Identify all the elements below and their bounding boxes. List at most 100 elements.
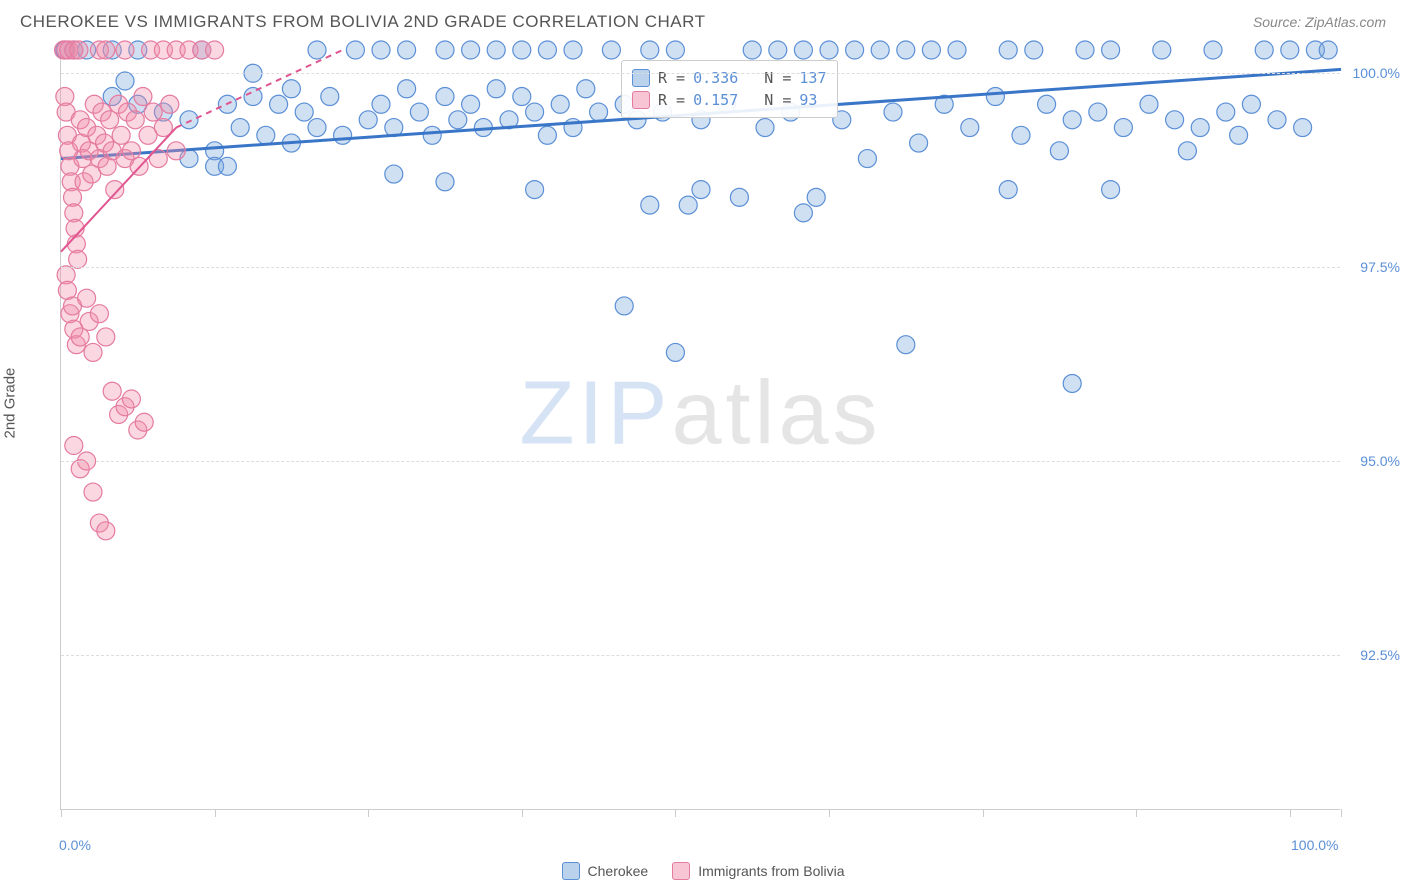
scatter-point	[436, 88, 454, 106]
legend-swatch	[562, 862, 580, 880]
scatter-point	[999, 41, 1017, 59]
scatter-point	[1076, 41, 1094, 59]
scatter-point	[487, 41, 505, 59]
scatter-point	[1025, 41, 1043, 59]
scatter-point	[134, 88, 152, 106]
bottom-legend: Cherokee Immigrants from Bolivia	[0, 862, 1406, 880]
scatter-point	[231, 119, 249, 137]
scatter-point	[986, 88, 1004, 106]
scatter-point	[282, 80, 300, 98]
scatter-point	[436, 41, 454, 59]
scatter-point	[1089, 103, 1107, 121]
scatter-point	[1281, 41, 1299, 59]
scatter-point	[436, 173, 454, 191]
scatter-point	[1063, 111, 1081, 129]
scatter-point	[602, 41, 620, 59]
stats-r-value: 0.157	[693, 91, 738, 109]
scatter-point	[999, 181, 1017, 199]
scatter-point	[65, 437, 83, 455]
stats-row: R = 0.336 N = 137	[632, 67, 827, 89]
legend-item: Immigrants from Bolivia	[672, 862, 844, 880]
scatter-point	[97, 41, 115, 59]
scatter-point	[161, 95, 179, 113]
scatter-point	[257, 126, 275, 144]
scatter-point	[615, 297, 633, 315]
legend-label: Cherokee	[588, 863, 649, 879]
scatter-svg	[61, 50, 1341, 810]
scatter-point	[526, 103, 544, 121]
x-tick	[1290, 809, 1291, 817]
scatter-point	[359, 111, 377, 129]
scatter-point	[794, 204, 812, 222]
scatter-point	[308, 119, 326, 137]
scatter-point	[1255, 41, 1273, 59]
scatter-point	[1230, 126, 1248, 144]
y-axis-label: 2nd Grade	[2, 368, 19, 439]
stats-n-label: N =	[746, 91, 791, 109]
gridline	[61, 73, 1340, 74]
scatter-point	[884, 103, 902, 121]
scatter-point	[218, 157, 236, 175]
scatter-point	[372, 95, 390, 113]
scatter-point	[897, 336, 915, 354]
scatter-point	[1204, 41, 1222, 59]
scatter-point	[346, 41, 364, 59]
scatter-point	[1242, 95, 1260, 113]
scatter-point	[948, 41, 966, 59]
scatter-point	[116, 72, 134, 90]
scatter-point	[922, 41, 940, 59]
scatter-point	[135, 413, 153, 431]
scatter-point	[513, 41, 531, 59]
scatter-point	[513, 88, 531, 106]
scatter-point	[69, 250, 87, 268]
scatter-point	[1063, 374, 1081, 392]
scatter-point	[180, 111, 198, 129]
scatter-point	[526, 181, 544, 199]
legend-swatch	[672, 862, 690, 880]
scatter-point	[1050, 142, 1068, 160]
stats-n-value: 137	[799, 69, 826, 87]
stats-n-label: N =	[746, 69, 791, 87]
x-axis-label: 0.0%	[59, 837, 91, 853]
stats-r-value: 0.336	[693, 69, 738, 87]
stats-r-label: R =	[658, 91, 685, 109]
chart-plot-area: ZIPatlas R = 0.336 N = 137R = 0.157 N = …	[60, 50, 1340, 810]
scatter-point	[590, 103, 608, 121]
scatter-point	[308, 41, 326, 59]
stats-n-value: 93	[799, 91, 817, 109]
scatter-point	[385, 165, 403, 183]
scatter-point	[1166, 111, 1184, 129]
scatter-point	[122, 390, 140, 408]
stats-row: R = 0.157 N = 93	[632, 89, 827, 111]
scatter-point	[462, 95, 480, 113]
scatter-point	[103, 382, 121, 400]
scatter-point	[167, 142, 185, 160]
y-tick-label: 92.5%	[1360, 647, 1400, 663]
scatter-point	[577, 80, 595, 98]
scatter-point	[910, 134, 928, 152]
scatter-point	[1153, 41, 1171, 59]
scatter-point	[1038, 95, 1056, 113]
scatter-point	[334, 126, 352, 144]
scatter-point	[97, 522, 115, 540]
scatter-point	[1102, 181, 1120, 199]
x-tick	[1136, 809, 1137, 817]
stats-r-label: R =	[658, 69, 685, 87]
scatter-point	[1268, 111, 1286, 129]
scatter-point	[794, 41, 812, 59]
x-tick	[522, 809, 523, 817]
scatter-point	[692, 181, 710, 199]
scatter-point	[423, 126, 441, 144]
trend-line-extrapolated	[176, 50, 342, 128]
y-tick-label: 100.0%	[1353, 65, 1400, 81]
gridline	[61, 655, 1340, 656]
scatter-point	[462, 41, 480, 59]
scatter-point	[666, 343, 684, 361]
scatter-point	[372, 41, 390, 59]
scatter-point	[1102, 41, 1120, 59]
scatter-point	[897, 41, 915, 59]
scatter-point	[538, 41, 556, 59]
scatter-point	[730, 188, 748, 206]
x-tick	[983, 809, 984, 817]
correlation-stats-box: R = 0.336 N = 137R = 0.157 N = 93	[621, 60, 838, 118]
